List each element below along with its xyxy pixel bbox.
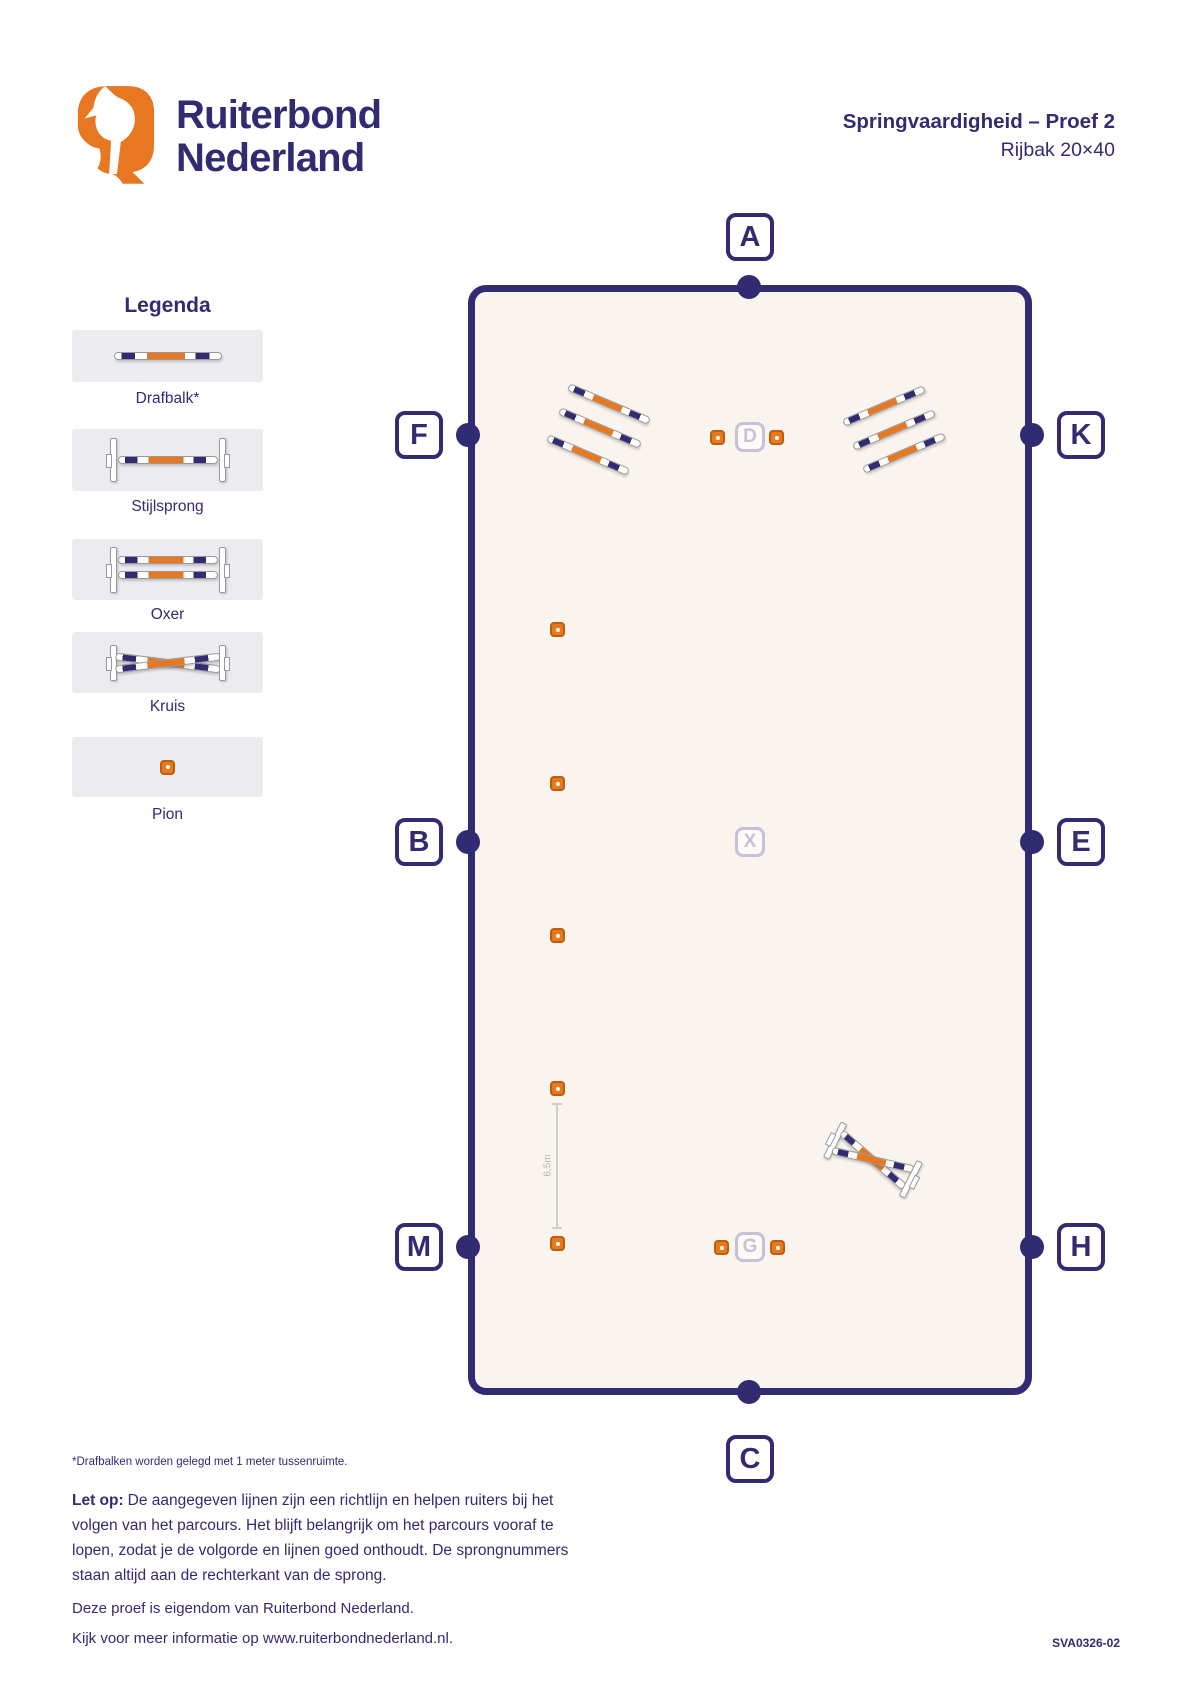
jump-post xyxy=(218,438,230,482)
distance-label: 6,5m xyxy=(542,1154,554,1177)
horse-logo-icon xyxy=(77,86,155,184)
drafbalk-icon xyxy=(113,352,222,360)
proof-title: Springvaardigheid – Proef 2 xyxy=(842,110,1115,133)
letter-dot-h xyxy=(1020,1235,1044,1259)
letter-dot-e xyxy=(1020,830,1044,854)
legend-label-oxer: Oxer xyxy=(150,606,185,623)
note-line: staan altijd aan de rechterkant van de s… xyxy=(72,1567,387,1584)
jump-post xyxy=(105,644,117,681)
jump-pole xyxy=(117,456,218,464)
jump-post xyxy=(218,546,230,593)
letter-marker-b: B xyxy=(395,818,443,866)
document-header: Springvaardigheid – Proef 2 Rijbak 20×40 xyxy=(843,110,1115,162)
center-marker-g: G xyxy=(735,1232,765,1262)
note-text: Let op: De aangegeven lijnen zijn een ric… xyxy=(72,1488,652,1588)
pion-marker xyxy=(769,430,784,445)
legend-item-oxer xyxy=(72,539,263,600)
footer-line-1: Deze proef is eigendom van Ruiterbond Ne… xyxy=(72,1600,414,1617)
letter-dot-m xyxy=(456,1235,480,1259)
legend-title: Legenda xyxy=(124,294,211,317)
legend-item-drafbalk xyxy=(72,330,263,382)
logo-word-1: Ruiterbond xyxy=(176,93,382,137)
center-marker-x: X xyxy=(735,827,765,857)
legend-item-stijlsprong xyxy=(72,429,263,491)
letter-marker-f: F xyxy=(395,411,443,459)
note-line: lopen, zodat je de volgorde en lijnen go… xyxy=(72,1542,569,1559)
note-bold-label: Let op: xyxy=(72,1492,124,1509)
footer-line-2: Kijk voor meer informatie op www.ruiterb… xyxy=(72,1630,454,1647)
legend-item-kruis xyxy=(72,632,263,693)
letter-dot-f xyxy=(456,423,480,447)
legend-label-drafbalk: Drafbalk* xyxy=(135,390,200,407)
legend-item-pion xyxy=(72,737,263,797)
pion-marker xyxy=(770,1240,785,1255)
letter-marker-h: H xyxy=(1057,1223,1105,1271)
letter-marker-c: C xyxy=(726,1435,774,1483)
letter-marker-e: E xyxy=(1057,818,1105,866)
pion-marker xyxy=(550,622,565,637)
center-marker-d: D xyxy=(735,422,765,452)
oxer-icon xyxy=(105,546,230,593)
letter-marker-a: A xyxy=(726,213,774,261)
pion-marker xyxy=(550,776,565,791)
pion-marker xyxy=(550,1236,565,1251)
pion-marker xyxy=(550,1081,565,1096)
footnote: *Drafbalken worden gelegd met 1 meter tu… xyxy=(72,1456,348,1468)
pion-marker xyxy=(710,430,725,445)
letter-marker-m: M xyxy=(395,1223,443,1271)
letter-dot-a xyxy=(737,275,761,299)
stijlsprong-icon xyxy=(105,438,230,482)
logo-word-2: Nederland xyxy=(176,136,365,180)
note-line: De aangegeven lijnen zijn een richtlijn … xyxy=(127,1492,554,1509)
arena-size-subtitle: Rijbak 20×40 xyxy=(1000,139,1115,161)
note-line: volgen van het parcours. Het blijft bela… xyxy=(72,1517,554,1534)
letter-dot-b xyxy=(456,830,480,854)
kruis-icon xyxy=(105,644,230,681)
jump-post xyxy=(218,644,230,681)
letter-dot-c xyxy=(737,1380,761,1404)
pion-marker xyxy=(714,1240,729,1255)
jump-pole xyxy=(117,570,218,579)
jump-pole xyxy=(117,555,218,564)
jump-post xyxy=(105,438,117,482)
letter-dot-k xyxy=(1020,423,1044,447)
legend-label-kruis: Kruis xyxy=(149,698,186,715)
document-code: SVA0326-02 xyxy=(1052,1636,1120,1650)
letter-marker-k: K xyxy=(1057,411,1105,459)
legend-label-pion: Pion xyxy=(151,806,184,823)
ownership-footer: Deze proef is eigendom van Ruiterbond Ne… xyxy=(72,1594,453,1654)
legend-label-stijlsprong: Stijlsprong xyxy=(131,498,204,515)
distance-line xyxy=(552,1103,562,1229)
pion-marker xyxy=(550,928,565,943)
pion-icon xyxy=(160,759,175,775)
jump-post xyxy=(105,546,117,593)
logo-wordmark: Ruiterbond Nederland xyxy=(176,93,382,180)
